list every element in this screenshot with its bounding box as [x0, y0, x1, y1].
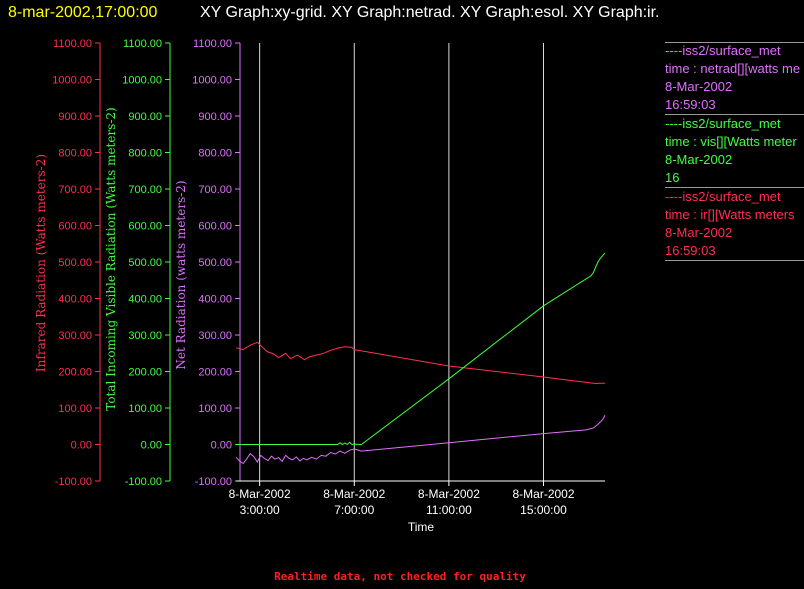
legend-time: 16:59:03	[665, 243, 716, 258]
x-tick-time: 3:00:00	[240, 503, 280, 517]
x-tick-date: 8-Mar-2002	[512, 487, 574, 501]
legend-time: 16	[665, 170, 680, 185]
ir-tick-label: 1000.00	[52, 75, 92, 87]
header-graph-list: XY Graph:xy-grid. XY Graph:netrad. XY Gr…	[200, 4, 660, 21]
net-tick-label: 0.00	[211, 440, 232, 452]
ir-tick-label: 300.00	[58, 330, 92, 342]
x-tick-time: 7:00:00	[334, 503, 374, 517]
legend-date: 8-Mar-2002	[665, 225, 733, 240]
net-axis: Net Radiation (watts meters-2) -100.00 0.…	[174, 38, 241, 488]
x-tick-date: 8-Mar-2002	[418, 487, 480, 501]
net-tick-label: 700.00	[198, 184, 232, 196]
net-tick-label: -100.00	[195, 476, 232, 488]
x-tick-time: 15:00:00	[520, 503, 567, 517]
vis-tick-label: 0.00	[141, 440, 162, 452]
vis-tick-label: 600.00	[128, 221, 162, 233]
ir-series-line	[235, 341, 605, 385]
ir-tick-label: 600.00	[58, 221, 92, 233]
vis-tick-label: 400.00	[128, 294, 162, 306]
net-tick-label: 500.00	[198, 257, 232, 269]
net-tick-label: 900.00	[198, 111, 232, 123]
ir-tick-label: 100.00	[58, 403, 92, 415]
net-tick-label: 300.00	[198, 330, 232, 342]
legend-date: 8-Mar-2002	[665, 79, 733, 94]
legend-source: ----iss2/surface_met	[665, 189, 781, 204]
legend-source: ----iss2/surface_met	[665, 116, 781, 131]
vis-series-line	[236, 252, 606, 446]
vis-tick-label: 300.00	[128, 330, 162, 342]
ir-tick-label: 0.00	[71, 440, 92, 452]
net-tick-label: 800.00	[198, 148, 232, 160]
quality-note: Realtime data, not checked for quality	[274, 570, 526, 583]
ir-tick-label: 700.00	[58, 184, 92, 196]
series-layer	[235, 252, 606, 465]
legend-separator	[665, 260, 804, 261]
legend-source: ----iss2/surface_met	[665, 43, 781, 58]
net-tick-label: 400.00	[198, 294, 232, 306]
x-tick-date: 8-Mar-2002	[229, 487, 291, 501]
ir-axis: Infrared Radiation (Watts meters-2) -100…	[34, 38, 101, 488]
net-tick-label: 1100.00	[193, 38, 232, 50]
legend-separator	[665, 114, 804, 115]
vis-tick-label: 100.00	[128, 403, 162, 415]
vis-tick-label: 1100.00	[123, 38, 162, 50]
ir-tick-label: -100.00	[55, 476, 92, 488]
x-tick-time: 11:00:00	[426, 503, 472, 517]
vis-axis: Total Incoming Visible Radiation (Watts …	[104, 38, 171, 488]
ir-tick-label: 800.00	[58, 148, 92, 160]
ir-tick-label: 400.00	[58, 294, 92, 306]
x-axis-label: Time	[408, 520, 435, 534]
legend-var: time : vis[][Watts meter	[665, 134, 797, 149]
legend-var: time : ir[][Watts meters	[665, 207, 795, 222]
header-timestamp: 8-mar-2002,17:00:00	[8, 4, 158, 21]
net-axis-label: Net Radiation (watts meters-2)	[174, 180, 188, 369]
vis-tick-label: 800.00	[128, 148, 162, 160]
legend-var: time : netrad[][watts me	[665, 61, 801, 76]
vis-tick-label: -100.00	[125, 476, 162, 488]
legend-time: 16:59:03	[665, 97, 716, 112]
legend-date: 8-Mar-2002	[665, 152, 733, 167]
ir-tick-label: 900.00	[58, 111, 92, 123]
ir-tick-label: 1100.00	[53, 38, 92, 50]
net-tick-label: 200.00	[198, 367, 232, 379]
ir-axis-label: Infrared Radiation (Watts meters-2)	[34, 154, 48, 372]
vis-tick-label: 200.00	[128, 367, 162, 379]
vis-tick-label: 500.00	[128, 257, 162, 269]
net-tick-label: 100.00	[198, 403, 232, 415]
vis-axis-label: Total Incoming Visible Radiation (Watts …	[104, 107, 118, 411]
net-tick-label: 1000.00	[192, 75, 232, 87]
ir-tick-label: 200.00	[58, 367, 92, 379]
x-tick-date: 8-Mar-2002	[323, 487, 385, 501]
x-axis: Time 8-Mar-2002 3:00:00 8-Mar-2002 7:00:00 8…	[229, 480, 605, 534]
vis-tick-label: 700.00	[128, 184, 162, 196]
ir-tick-label: 500.00	[58, 257, 92, 269]
vis-tick-label: 900.00	[128, 111, 162, 123]
legend-separator	[665, 187, 804, 188]
net-series-line	[235, 415, 606, 465]
vis-tick-label: 1000.00	[122, 75, 162, 87]
legend-separator	[665, 42, 804, 43]
vertical-gridlines	[259, 43, 544, 481]
net-tick-label: 600.00	[198, 221, 232, 233]
